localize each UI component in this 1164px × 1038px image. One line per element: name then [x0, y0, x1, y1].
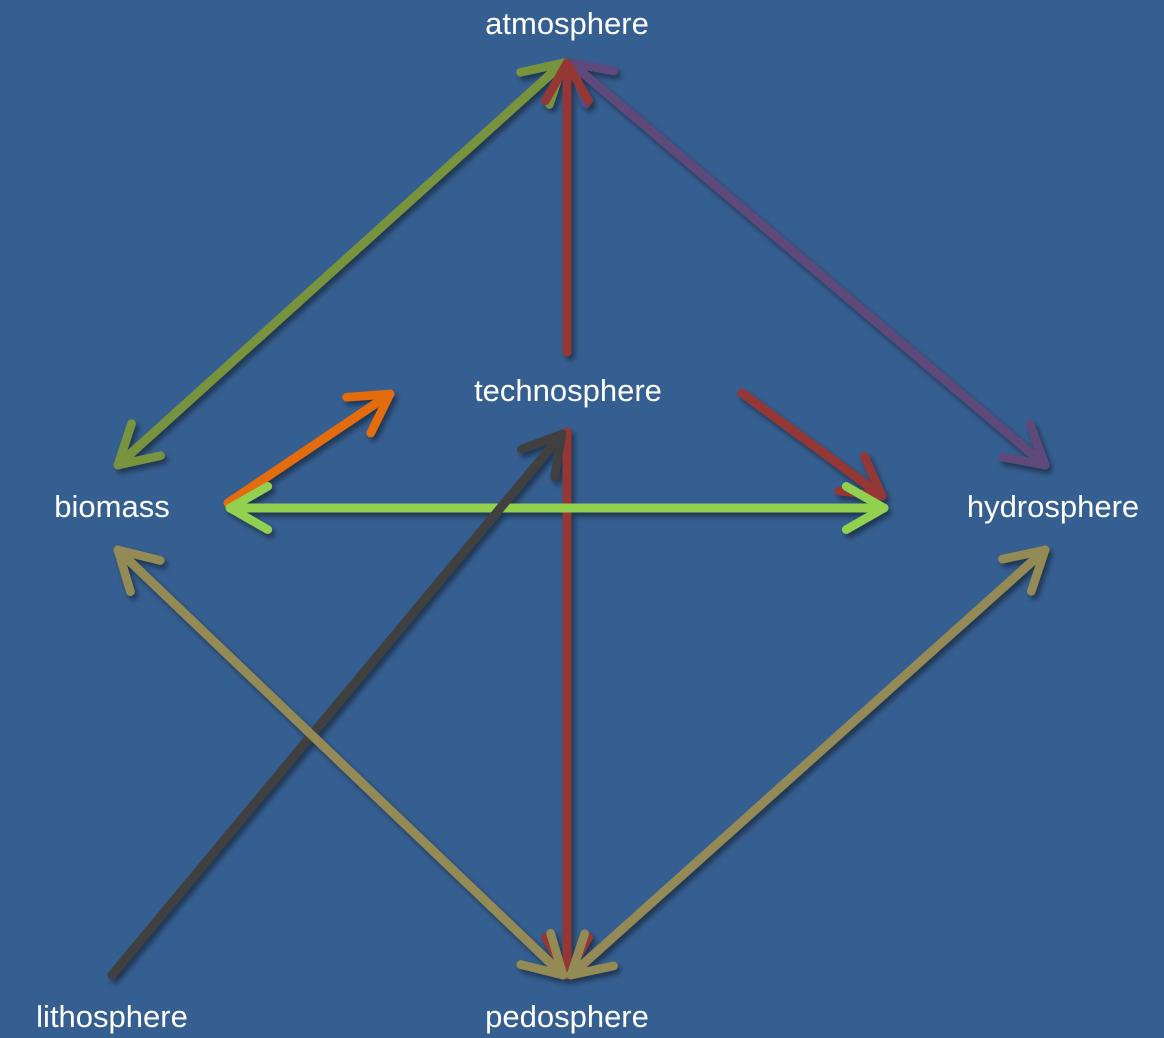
node-label: atmosphere [485, 6, 649, 41]
node-label: biomass [54, 489, 169, 524]
arrow [223, 389, 395, 508]
arrow [113, 545, 568, 980]
arrow [566, 545, 1050, 980]
node-label: pedosphere [485, 999, 649, 1034]
arrow [113, 58, 568, 470]
arrows [107, 58, 1050, 980]
node-label: hydrosphere [967, 489, 1139, 524]
node-label: lithosphere [36, 999, 188, 1034]
node-label: technosphere [474, 373, 662, 408]
arrow [566, 58, 1050, 470]
arrow [737, 388, 887, 501]
arrow [107, 429, 567, 980]
